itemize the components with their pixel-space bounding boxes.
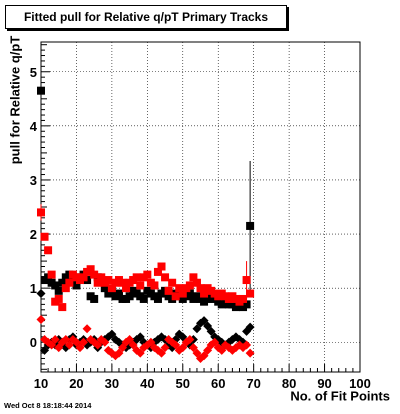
x-tick-label: 40 [140, 376, 154, 391]
square-marker [97, 273, 106, 282]
square-marker [196, 284, 205, 293]
y-tick-label: 2 [30, 227, 37, 242]
square-marker [100, 284, 109, 293]
y-tick-label: 0 [30, 335, 37, 350]
square-marker [168, 278, 177, 287]
tick-labels: 10 20 30 40 50 60 70 80 90 100 0 1 2 3 4 5 [30, 65, 371, 391]
square-marker [164, 286, 173, 295]
square-marker [61, 284, 70, 293]
plot-frame [40, 41, 361, 373]
x-tick-label: 50 [176, 376, 190, 391]
square-marker [189, 273, 198, 282]
x-tick-label: 90 [317, 376, 331, 391]
diamond-marker [36, 289, 46, 299]
square-marker [58, 303, 67, 312]
x-tick-label: 10 [34, 376, 48, 391]
diamond-marker [36, 315, 46, 325]
square-marker [47, 270, 56, 279]
square-marker [157, 262, 166, 271]
square-marker [139, 294, 148, 303]
x-tick-label: 100 [349, 376, 371, 391]
square-marker [246, 289, 255, 298]
chart-title: Fitted pull for Relative q/pT Primary Tr… [5, 5, 287, 29]
square-marker [93, 278, 102, 287]
square-marker [192, 278, 201, 287]
square-marker [150, 281, 159, 290]
square-marker [118, 278, 127, 287]
square-marker [72, 281, 81, 290]
square-marker [185, 289, 194, 298]
square-marker [143, 270, 152, 279]
x-axis-label: No. of Fit Points [290, 388, 390, 404]
x-tick-label: 20 [69, 376, 83, 391]
x-tick-label: 70 [246, 376, 260, 391]
square-marker [178, 289, 187, 298]
x-tick-label: 30 [105, 376, 119, 391]
diamond-marker [245, 322, 255, 332]
square-marker [44, 246, 53, 255]
square-marker [37, 86, 45, 95]
diamond-marker [82, 324, 92, 334]
square-marker [54, 294, 63, 303]
square-marker [242, 276, 251, 285]
data-points [36, 86, 255, 363]
diamond-marker [57, 337, 67, 347]
diamond-marker [100, 337, 110, 347]
diamond-marker [185, 335, 195, 345]
square-marker [54, 286, 63, 295]
square-marker [185, 281, 194, 290]
square-marker [37, 208, 45, 217]
square-marker [175, 284, 184, 293]
square-marker [153, 267, 162, 276]
square-marker [125, 292, 134, 301]
square-marker [51, 281, 60, 290]
square-marker [132, 273, 141, 282]
square-marker [90, 270, 99, 279]
square-marker [114, 289, 123, 298]
square-marker [161, 273, 170, 282]
square-marker [107, 284, 116, 293]
square-marker [65, 278, 74, 287]
square-marker [246, 221, 255, 230]
square-marker [86, 265, 95, 274]
square-marker [104, 276, 113, 285]
diamond-marker [79, 337, 89, 347]
square-marker [58, 278, 67, 287]
square-marker [40, 232, 49, 241]
diamond-marker [245, 348, 255, 358]
x-tick-label: 60 [211, 376, 225, 391]
square-marker [79, 273, 88, 282]
square-marker [200, 289, 209, 298]
y-axis-label: pull for Relative q/pT [7, 35, 23, 165]
y-tick-label: 4 [30, 119, 38, 134]
square-marker [239, 294, 248, 303]
diamond-marker [160, 343, 170, 353]
y-tick-label: 5 [30, 65, 37, 80]
square-marker [171, 292, 180, 301]
square-marker [242, 300, 251, 309]
square-marker [136, 281, 145, 290]
square-marker [122, 284, 131, 293]
diamond-marker [50, 335, 60, 345]
square-marker [90, 294, 99, 303]
timestamp: Wed Oct 8 18:18:44 2014 [4, 401, 92, 410]
diamond-marker [242, 340, 252, 350]
y-tick-label: 3 [30, 173, 37, 188]
square-marker [153, 294, 162, 303]
y-tick-label: 1 [30, 281, 37, 296]
x-tick-label: 80 [282, 376, 296, 391]
